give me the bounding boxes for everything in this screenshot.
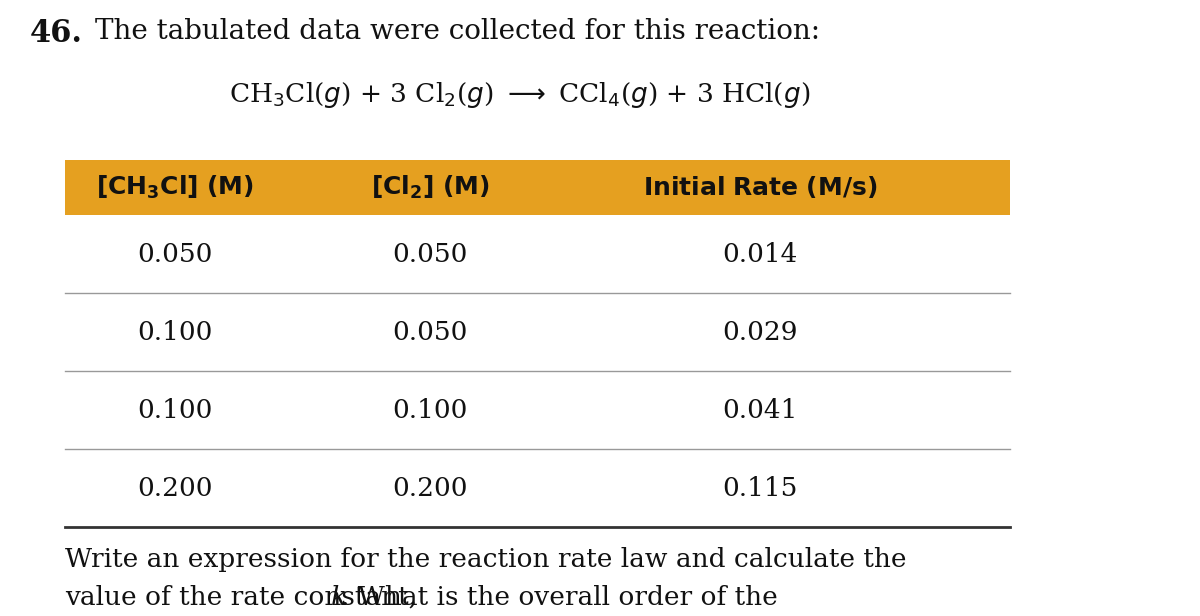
Text: 0.050: 0.050	[137, 241, 212, 267]
Text: CH$_3$Cl($g$) + 3 Cl$_2$($g$) $\longrightarrow$ CCl$_4$($g$) + 3 HCl($g$): CH$_3$Cl($g$) + 3 Cl$_2$($g$) $\longrigh…	[229, 80, 811, 110]
Text: $\mathbf{[Cl_2]\ (M)}$: $\mathbf{[Cl_2]\ (M)}$	[371, 174, 490, 201]
Text: value of the rate constant,: value of the rate constant,	[65, 585, 425, 610]
Text: 0.050: 0.050	[392, 320, 468, 344]
Text: 0.115: 0.115	[722, 476, 798, 500]
Text: 0.200: 0.200	[137, 476, 212, 500]
Text: The tabulated data were collected for this reaction:: The tabulated data were collected for th…	[95, 18, 820, 45]
Text: . What is the overall order of the: . What is the overall order of the	[341, 585, 778, 610]
Text: 0.029: 0.029	[722, 320, 798, 344]
Text: 0.200: 0.200	[392, 476, 468, 500]
Text: 0.050: 0.050	[392, 241, 468, 267]
Text: 0.100: 0.100	[392, 397, 468, 423]
Text: $\mathbf{Initial\ Rate\ (M/s)}$: $\mathbf{Initial\ Rate\ (M/s)}$	[643, 174, 877, 200]
Text: 0.014: 0.014	[722, 241, 798, 267]
Text: k: k	[331, 585, 347, 610]
Text: 0.041: 0.041	[722, 397, 798, 423]
Text: 0.100: 0.100	[137, 320, 212, 344]
Text: $\mathbf{[CH_3Cl]\ (M)}$: $\mathbf{[CH_3Cl]\ (M)}$	[96, 174, 254, 201]
Text: 0.100: 0.100	[137, 397, 212, 423]
Text: 46.: 46.	[30, 18, 83, 49]
Text: Write an expression for the reaction rate law and calculate the: Write an expression for the reaction rat…	[65, 547, 906, 572]
